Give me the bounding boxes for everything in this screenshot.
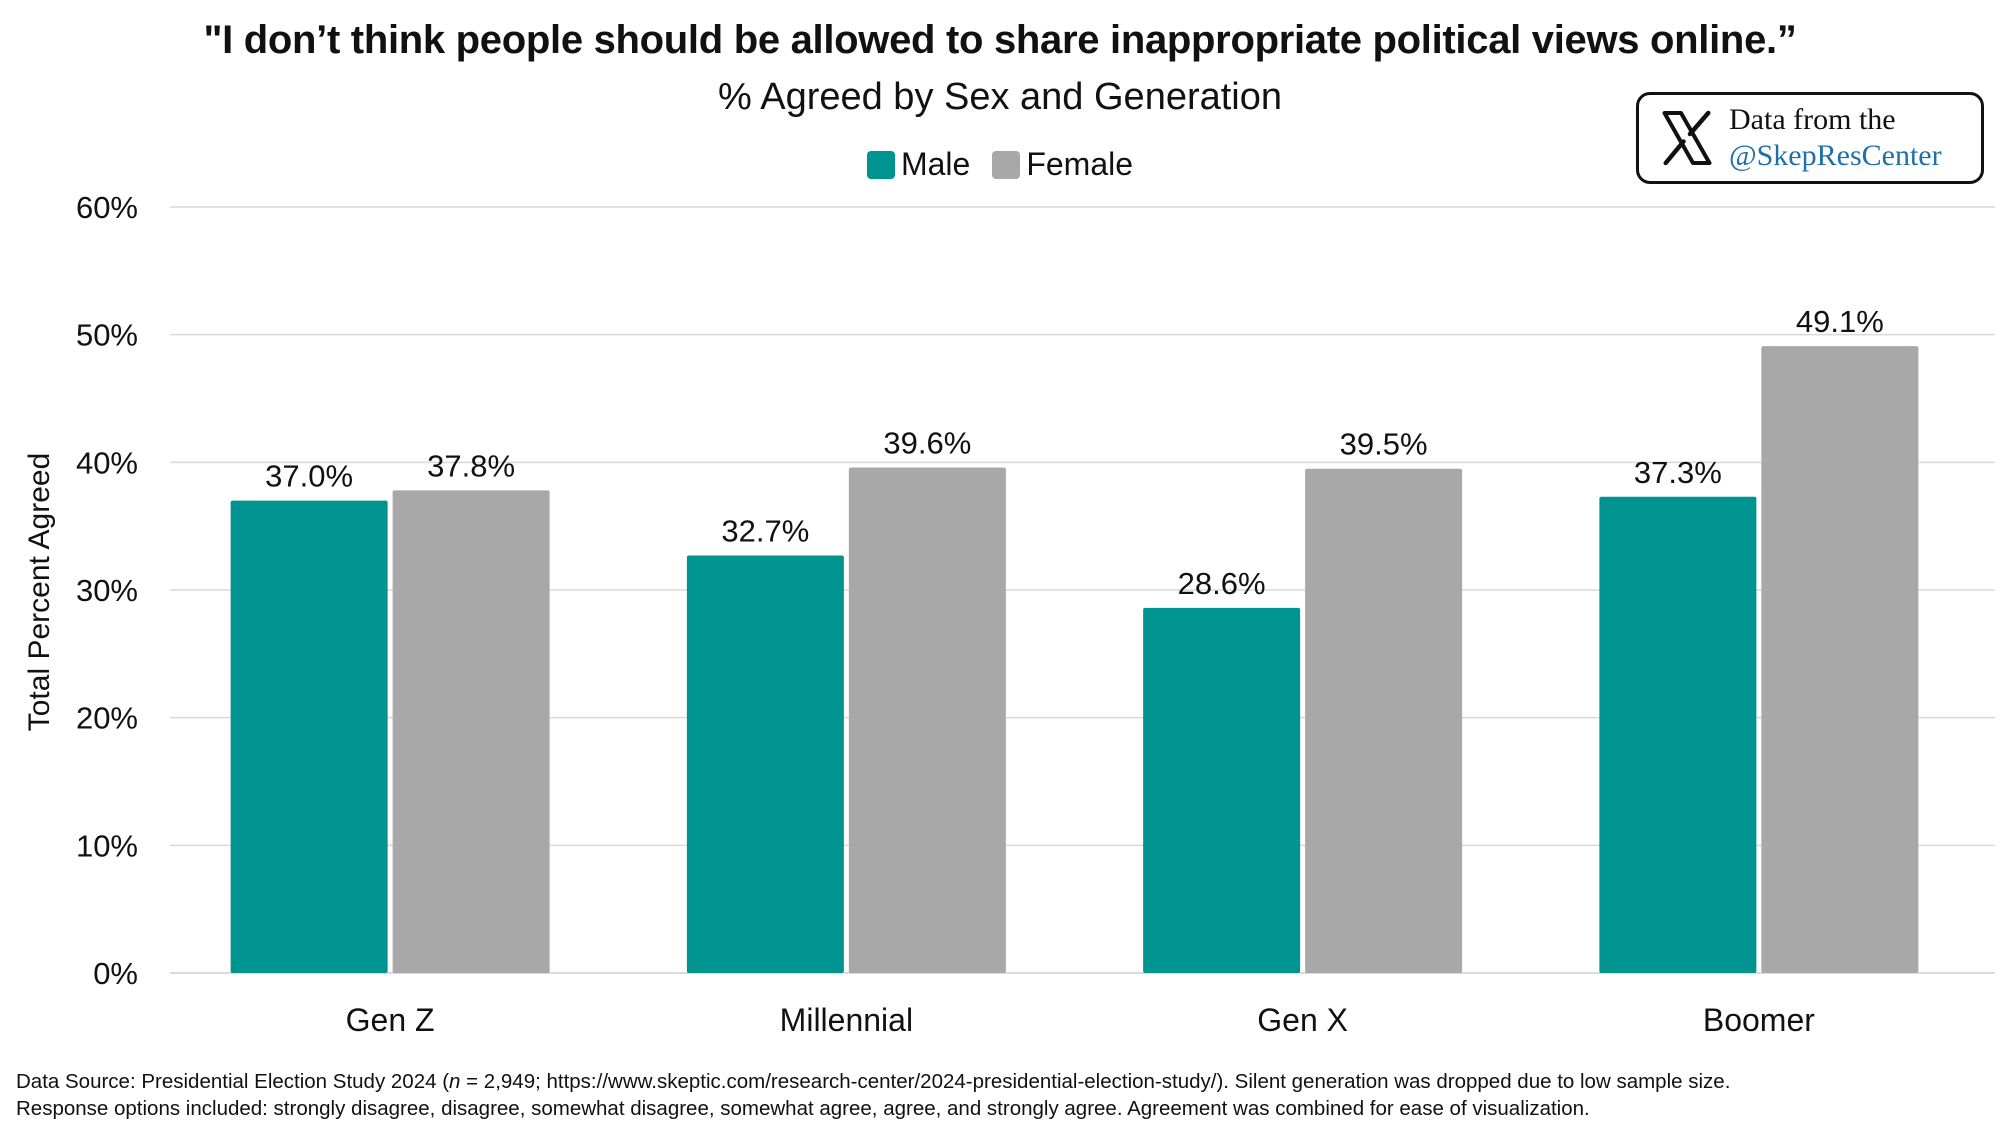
x-tick-label: Boomer [1703,1002,1815,1038]
bar-female [848,467,1006,973]
badge-handle[interactable]: @SkepResCenter [1729,139,1942,172]
footer-source-rest: = 2,949; https://www.skeptic.com/researc… [460,1070,1731,1093]
footer-source-prefix: Data Source: Presidential Election Study… [16,1070,450,1093]
badge-text: Data from the @SkepResCenter [1729,102,1942,174]
legend: Male Female [0,146,2000,183]
y-tick-label: 20% [76,701,138,736]
badge-line1: Data from the [1729,103,1896,136]
data-label: 32.7% [721,514,809,549]
chart-subtitle: % Agreed by Sex and Generation [717,76,1283,118]
legend-swatch-male [866,150,895,179]
x-tick-label: Gen Z [346,1002,435,1038]
legend-item-female: Female [992,146,1133,183]
data-label: 28.6% [1178,566,1266,601]
bar-female [1305,468,1463,973]
y-tick-label: 40% [76,445,138,480]
y-tick-label: 60% [76,190,138,225]
y-tick-label: 10% [76,828,138,863]
data-label: 37.8% [427,448,515,483]
legend-label-male: Male [900,146,971,182]
data-label: 49.1% [1796,304,1884,339]
legend-item-male: Male [866,146,971,183]
data-label: 39.6% [883,425,971,460]
bar-female [392,490,550,973]
y-tick-label: 30% [76,573,138,608]
legend-label-female: Female [1026,146,1134,182]
x-logo-icon [1662,110,1712,166]
y-axis-label: Total Percent Agreed [23,452,56,732]
footer-source-line: Data Source: Presidential Election Study… [16,1068,1730,1095]
bar-male [1599,496,1757,973]
data-label: 37.0% [265,459,353,494]
data-label: 39.5% [1340,427,1428,462]
footer-source-n: n [449,1070,461,1093]
data-source-badge: Data from the @SkepResCenter [1636,92,1984,184]
bar-female [1761,346,1919,973]
bar-male [686,555,844,973]
footer-response-line: Response options included: strongly disa… [16,1097,1590,1120]
bar-male [230,500,388,973]
x-tick-label: Gen X [1257,1002,1348,1038]
legend-swatch-female [992,150,1021,179]
bar-male [1143,607,1301,973]
x-tick-label: Millennial [780,1002,913,1038]
y-tick-label: 0% [93,956,138,991]
y-tick-label: 50% [76,318,138,353]
chart-title: "I don’t think people should be allowed … [203,18,1797,62]
data-label: 37.3% [1634,455,1722,490]
footer-note: Data Source: Presidential Election Study… [16,1068,1730,1122]
